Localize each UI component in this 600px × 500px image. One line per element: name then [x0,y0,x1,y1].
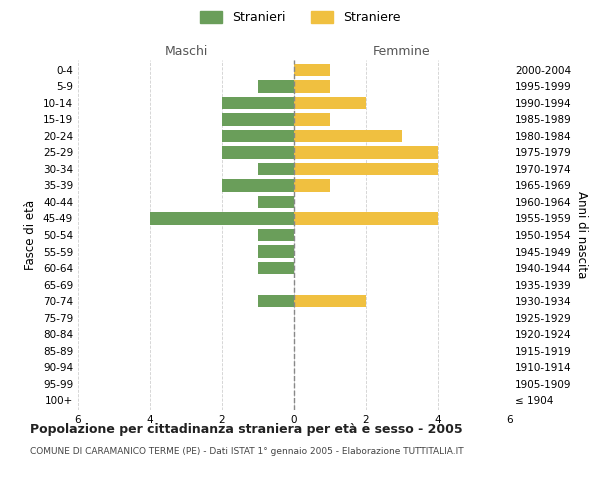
Bar [294,96,366,109]
Bar [222,130,294,142]
Bar [294,212,438,224]
Bar [294,146,438,158]
Y-axis label: Anni di nascita: Anni di nascita [575,192,588,278]
Text: Femmine: Femmine [373,46,431,59]
Bar [258,295,294,307]
Bar [294,295,366,307]
Y-axis label: Fasce di età: Fasce di età [25,200,37,270]
Bar [258,163,294,175]
Bar [294,64,330,76]
Text: COMUNE DI CARAMANICO TERME (PE) - Dati ISTAT 1° gennaio 2005 - Elaborazione TUTT: COMUNE DI CARAMANICO TERME (PE) - Dati I… [30,448,464,456]
Legend: Stranieri, Straniere: Stranieri, Straniere [199,11,401,24]
Bar [294,80,330,92]
Text: Popolazione per cittadinanza straniera per età e sesso - 2005: Popolazione per cittadinanza straniera p… [30,422,463,436]
Bar [222,96,294,109]
Bar [222,146,294,158]
Bar [294,113,330,126]
Bar [294,180,330,192]
Bar [294,163,438,175]
Bar [222,113,294,126]
Bar [258,196,294,208]
Bar [150,212,294,224]
Bar [258,262,294,274]
Bar [294,130,402,142]
Bar [222,180,294,192]
Bar [258,229,294,241]
Bar [258,80,294,92]
Text: Maschi: Maschi [164,46,208,59]
Bar [258,246,294,258]
